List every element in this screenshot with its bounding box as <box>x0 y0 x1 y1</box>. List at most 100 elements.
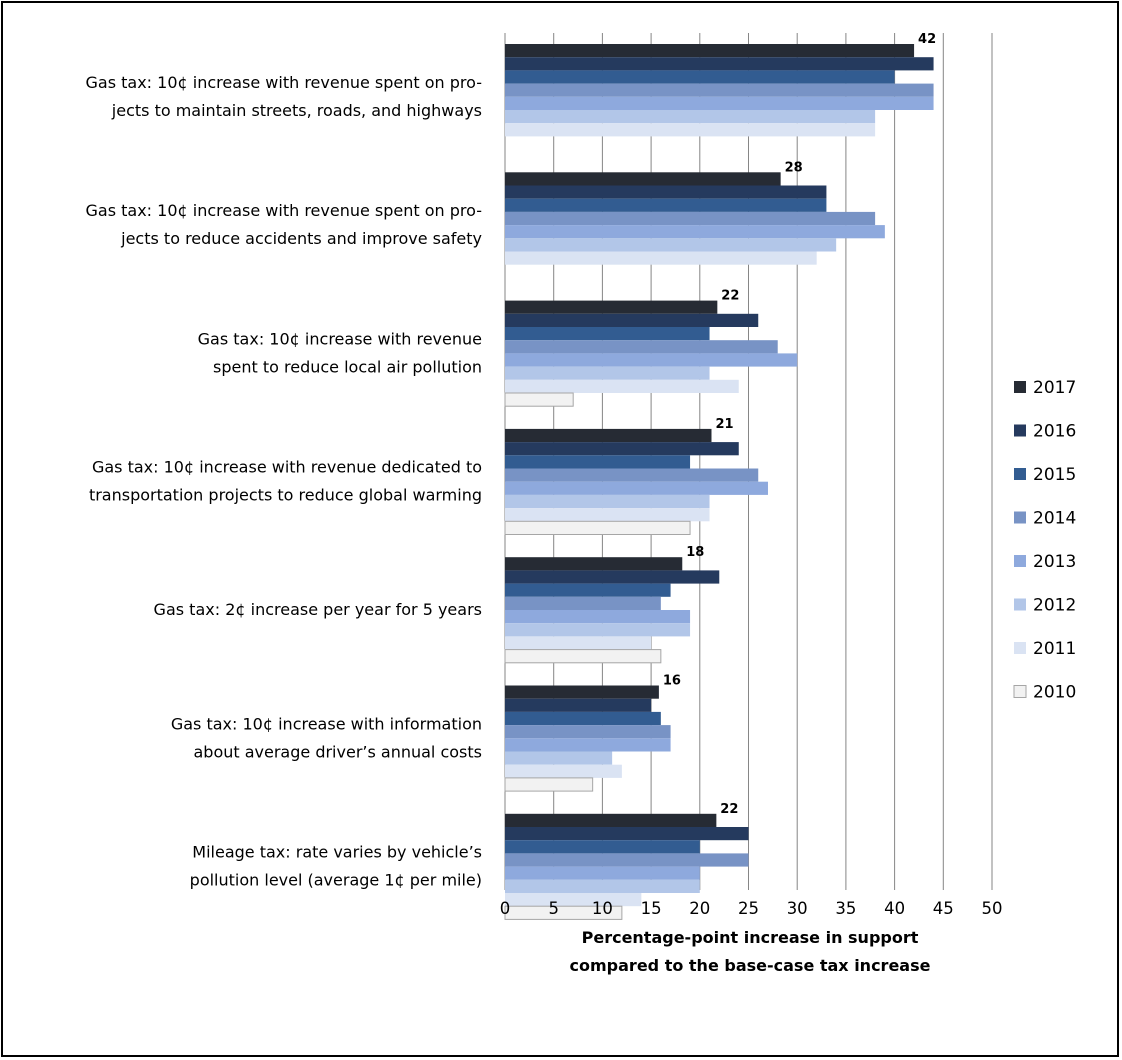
category-label-6-line-1: Gas tax: 10¢ increase with information <box>171 714 482 733</box>
bar-2014-cat-5 <box>505 596 661 610</box>
data-label-cat-3: 22 <box>721 289 739 304</box>
legend-label-2015: 2015 <box>1033 465 1076 485</box>
bar-2015-cat-2 <box>505 198 827 212</box>
data-label-cat-4: 21 <box>715 417 733 432</box>
x-tick-0: 0 <box>500 899 511 918</box>
bar-2016-cat-2 <box>505 185 827 199</box>
legend-swatch-2010 <box>1013 685 1027 698</box>
x-tick-30: 30 <box>787 899 808 918</box>
bar-2015-cat-3 <box>505 327 710 341</box>
legend-swatch-2014 <box>1014 511 1026 524</box>
category-labels: Gas tax: 10¢ increase with revenue spent… <box>85 73 482 890</box>
bar-2011-cat-3 <box>505 379 739 393</box>
legend-swatch-2015 <box>1014 468 1026 480</box>
x-tick-45: 45 <box>933 899 954 918</box>
x-tick-5: 5 <box>548 899 559 918</box>
bar-2011-cat-6 <box>505 764 622 778</box>
x-axis-title-line-1: Percentage-point increase in support <box>582 928 919 947</box>
bar-2017-cat-2 <box>505 172 781 186</box>
bar-2010-cat-5 <box>504 649 662 664</box>
bar-2015-cat-4 <box>505 455 691 469</box>
bar-2012-cat-4 <box>505 494 710 509</box>
category-label-1-line-1: Gas tax: 10¢ increase with revenue spent… <box>85 73 482 92</box>
bar-2016-cat-6 <box>505 698 652 712</box>
legend-swatch-2011 <box>1014 642 1026 654</box>
legend-swatch-2012 <box>1014 598 1026 611</box>
legend-swatch-2016 <box>1014 424 1026 437</box>
bar-2017-cat-4 <box>505 428 712 443</box>
bar-2014-cat-3 <box>505 340 778 354</box>
data-label-cat-5: 18 <box>686 545 704 560</box>
bar-2011-cat-2 <box>505 251 817 265</box>
bar-2016-cat-1 <box>505 57 934 71</box>
bar-2016-cat-4 <box>505 442 739 456</box>
x-tick-50: 50 <box>982 899 1003 918</box>
bar-2012-cat-7 <box>505 879 700 893</box>
bar-2011-cat-4 <box>505 508 710 522</box>
bar-2014-cat-2 <box>505 211 876 226</box>
bar-2010-cat-3 <box>504 392 574 407</box>
x-tick-40: 40 <box>884 899 905 918</box>
x-tick-25: 25 <box>738 899 759 918</box>
bar-2010-cat-7 <box>504 905 623 920</box>
data-label-cat-6: 16 <box>663 674 681 689</box>
bar-2017-cat-1 <box>505 44 915 58</box>
bar-2015-cat-7 <box>505 840 700 854</box>
bar-2014-cat-7 <box>505 853 749 867</box>
category-label-4-line-2: transportation projects to reduce global… <box>89 486 482 505</box>
bar-2012-cat-2 <box>505 238 837 252</box>
bar-2015-cat-1 <box>505 70 895 84</box>
legend-label-2010: 2010 <box>1033 683 1076 703</box>
x-tick-10: 10 <box>592 899 613 918</box>
category-label-3-line-2: spent to reduce local air pollution <box>213 357 482 376</box>
legend-label-2016: 2016 <box>1033 422 1076 442</box>
legend-label-2014: 2014 <box>1033 509 1076 529</box>
data-label-cat-2: 28 <box>785 160 803 175</box>
x-tick-35: 35 <box>835 899 856 918</box>
bar-2014-cat-4 <box>505 468 759 482</box>
category-label-2-line-2: jects to reduce accidents and improve sa… <box>120 229 482 248</box>
bar-2016-cat-3 <box>505 313 759 327</box>
data-labels: 42 28 22 21 18 16 22 <box>663 32 936 817</box>
bars <box>504 44 934 920</box>
bar-2011-cat-5 <box>505 636 652 650</box>
legend-label-2013: 2013 <box>1033 552 1076 572</box>
bar-2013-cat-3 <box>505 353 798 367</box>
bar-2011-cat-1 <box>505 123 876 137</box>
legend-label-2011: 2011 <box>1033 639 1076 659</box>
legend-label-2012: 2012 <box>1033 596 1076 616</box>
bar-2017-cat-5 <box>505 557 683 571</box>
bar-2012-cat-5 <box>505 623 691 637</box>
bar-2016-cat-7 <box>505 827 749 841</box>
x-axis-ticks: 0 5 10 15 20 25 30 35 40 45 50 <box>500 899 1003 918</box>
bar-2017-cat-6 <box>505 685 659 699</box>
bar-2010-cat-6 <box>504 777 594 792</box>
bar-2012-cat-1 <box>505 110 876 124</box>
bar-2017-cat-7 <box>505 813 717 827</box>
bar-2014-cat-6 <box>505 725 671 739</box>
bar-2017-cat-3 <box>505 300 718 314</box>
category-label-3-line-1: Gas tax: 10¢ increase with revenue <box>198 329 482 348</box>
data-label-cat-7: 22 <box>720 802 738 817</box>
category-label-4-line-1: Gas tax: 10¢ increase with revenue dedic… <box>92 458 482 477</box>
category-label-2-line-1: Gas tax: 10¢ increase with revenue spent… <box>85 201 482 220</box>
bar-2015-cat-5 <box>505 583 671 597</box>
bar-2012-cat-3 <box>505 366 710 380</box>
bar-2013-cat-5 <box>505 610 691 624</box>
legend-label-2017: 2017 <box>1033 378 1076 398</box>
x-axis-title-line-2: compared to the base-case tax increase <box>570 956 931 975</box>
category-label-1-line-2: jects to maintain streets, roads, and hi… <box>111 101 482 120</box>
category-label-5-line-1: Gas tax: 2¢ increase per year for 5 year… <box>154 600 482 619</box>
legend-swatch-2013 <box>1014 555 1026 567</box>
category-label-7-line-2: pollution level (average 1¢ per mile) <box>190 871 482 890</box>
bar-2011-cat-7 <box>505 893 642 907</box>
bar-2013-cat-2 <box>505 225 885 239</box>
x-tick-20: 20 <box>689 899 710 918</box>
category-label-6-line-2: about average driver’s annual costs <box>193 742 482 761</box>
bar-2012-cat-6 <box>505 751 613 765</box>
bar-2013-cat-7 <box>505 866 700 880</box>
bar-2013-cat-6 <box>505 738 671 752</box>
bar-2013-cat-1 <box>505 96 934 110</box>
bar-2014-cat-1 <box>505 83 934 97</box>
legend: 2017 2016 2015 2014 2013 2012 2011 2010 <box>1013 378 1076 703</box>
